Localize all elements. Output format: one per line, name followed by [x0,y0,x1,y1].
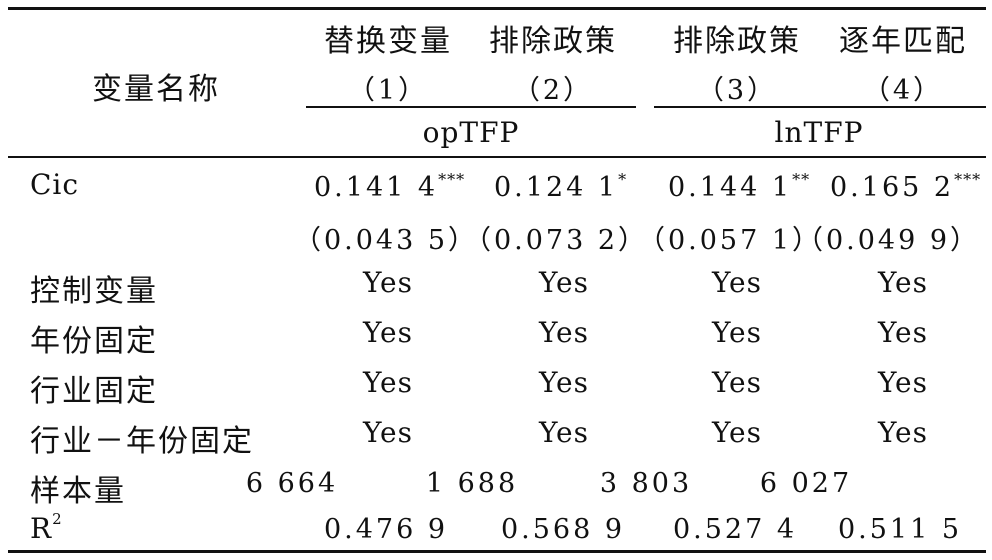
ind-year-fe-val-2: Yes [539,416,589,449]
col-4-title: 逐年匹配 [839,24,967,59]
ind-year-fe-val-4: Yes [878,416,928,449]
group-rule-lntfp [654,106,986,108]
cic-stars-4: *** [954,170,982,189]
controls-val-1: Yes [363,266,413,299]
ind-fe-val-2: Yes [539,366,589,399]
col-1-index: （1） [347,75,429,106]
year-fe-val-3: Yes [712,316,762,349]
row-label-cic: Cic [30,168,80,201]
cic-se-3: （0.057 1） [637,225,823,256]
cic-stars-1: *** [438,170,466,189]
row-label-controls: 控制变量 [30,274,158,309]
controls-val-4: Yes [878,266,928,299]
group-rule-optfp [306,106,636,108]
year-fe-val-4: Yes [878,316,928,349]
row-label-n: 样本量 [30,474,126,509]
r2-superscript: 2 [52,509,63,528]
group-label-optfp: opTFP [422,116,520,149]
group-label-lntfp: lnTFP [774,116,864,149]
year-fe-val-2: Yes [539,316,589,349]
r2-val-2: 0.568 9 [500,514,626,545]
controls-val-2: Yes [539,266,589,299]
bottom-rule [8,550,986,553]
var-name-header: 变量名称 [92,72,220,107]
ind-fe-val-4: Yes [878,366,928,399]
header-bottom-rule [8,156,986,158]
r2-val-1: 0.476 9 [323,514,449,545]
col-3-title: 排除政策 [673,24,801,59]
col-2-index: （2） [512,75,594,106]
r2-val-3: 0.527 4 [672,514,798,545]
cic-stars-3: ** [792,170,811,189]
r2-val-4: 0.511 5 [837,514,963,545]
n-val-2: 1 688 [425,468,519,499]
n-val-3: 3 803 [599,468,693,499]
cic-coef-3: 0.144 1** [668,170,811,203]
ind-year-fe-val-1: Yes [363,416,413,449]
cic-coef-1: 0.141 4*** [314,170,466,203]
row-label-ind-year-fe: 行业－年份固定 [30,424,254,459]
cic-se-2: （0.073 2） [463,225,649,256]
controls-val-3: Yes [712,266,762,299]
year-fe-val-1: Yes [363,316,413,349]
ind-fe-val-3: Yes [712,366,762,399]
cic-se-4: （0.049 9） [795,225,981,256]
ind-year-fe-val-3: Yes [712,416,762,449]
top-rule [8,7,986,10]
cic-stars-2: * [618,170,628,189]
col-1-title: 替换变量 [324,24,452,59]
cic-coef-2: 0.124 1* [494,170,628,203]
cic-coef-4: 0.165 2*** [830,170,982,203]
n-val-1: 6 664 [245,468,339,499]
n-val-4: 6 027 [759,468,853,499]
row-label-year-fe: 年份固定 [30,324,158,359]
col-2-title: 排除政策 [489,24,617,59]
row-label-ind-fe: 行业固定 [30,374,158,409]
col-4-index: （4） [862,75,944,106]
row-label-r2: R2 [30,509,63,545]
ind-fe-val-1: Yes [363,366,413,399]
col-3-index: （3） [696,75,778,106]
cic-se-1: （0.043 5） [293,225,479,256]
